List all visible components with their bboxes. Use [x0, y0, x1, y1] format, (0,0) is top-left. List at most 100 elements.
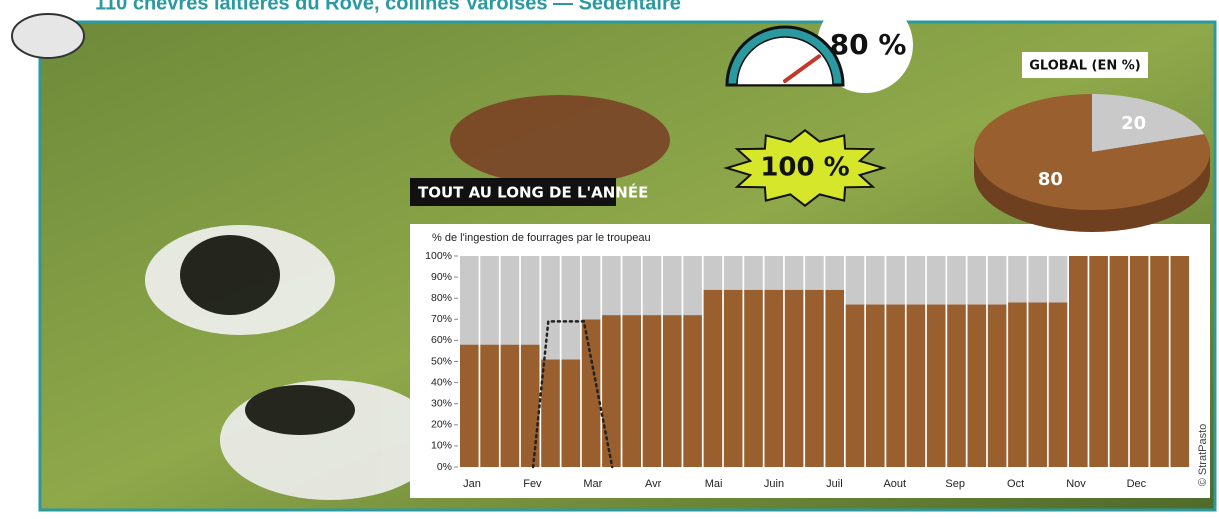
bar-segment — [1049, 302, 1068, 467]
bar-segment — [927, 305, 946, 467]
bar-segment — [663, 315, 682, 467]
bar-segment — [1069, 256, 1088, 467]
splash-label: 100 % — [760, 153, 849, 183]
x-tick-label: Juin — [764, 478, 784, 490]
bar-segment — [582, 256, 601, 319]
bar-segment — [866, 256, 885, 305]
y-tick-label: 100% — [425, 250, 452, 262]
bar-segment — [602, 315, 621, 467]
x-tick-label: Nov — [1066, 478, 1086, 490]
y-tick-label: 60% — [431, 334, 452, 346]
bar-segment — [622, 256, 641, 315]
pie-label: 20 — [1121, 113, 1146, 134]
bar-segment — [683, 315, 702, 467]
y-tick-label: 70% — [431, 313, 452, 325]
x-tick-label: Avr — [645, 478, 662, 490]
bar-subtitle: % de l'ingestion de fourrages par le tro… — [432, 232, 651, 244]
bar-segment — [521, 256, 540, 345]
bar-segment — [907, 305, 926, 467]
bar-segment — [724, 256, 743, 290]
x-tick-label: Juil — [826, 478, 843, 490]
bar-segment — [988, 256, 1007, 305]
header-title: 110 chèvres laitières du Rove, collines … — [95, 0, 681, 14]
bar-segment — [501, 345, 520, 467]
bar-segment — [643, 315, 662, 467]
gauge-label: 80 % — [830, 28, 907, 61]
bar-segment — [805, 256, 824, 290]
screenshot: 110 chèvres laitières du Rove, collines … — [0, 0, 1219, 514]
pie-label: 80 — [1038, 169, 1063, 190]
bar-segment — [541, 359, 560, 467]
bar-segment — [460, 256, 479, 345]
bar-segment — [1028, 302, 1047, 467]
bar-segment — [1110, 256, 1129, 467]
bar-segment — [1150, 256, 1169, 467]
y-tick-label: 50% — [431, 355, 452, 367]
x-tick-label: Mar — [583, 478, 602, 490]
bar-segment — [602, 256, 621, 315]
x-tick-label: Fev — [523, 478, 542, 490]
bar-segment — [1049, 256, 1068, 302]
bar-segment — [947, 305, 966, 467]
bar-segment — [947, 256, 966, 305]
bar-segment — [886, 256, 905, 305]
x-tick-label: Dec — [1127, 478, 1147, 490]
credit: © StratPasto — [1197, 424, 1209, 487]
y-tick-label: 10% — [431, 440, 452, 452]
bar-segment — [643, 256, 662, 315]
page: {"header": {"title": "110 chèvres laitiè… — [0, 0, 1219, 519]
bar-segment — [683, 256, 702, 315]
bar-segment — [663, 256, 682, 315]
bar-segment — [704, 290, 723, 467]
bar-segment — [785, 290, 804, 467]
bar-segment — [846, 256, 865, 305]
bar-segment — [988, 305, 1007, 467]
bar-segment — [927, 256, 946, 305]
bar-segment — [562, 256, 581, 359]
bar-segment — [825, 290, 844, 467]
bar-segment — [846, 305, 865, 467]
bar-title: TOUT AU LONG DE L'ANNÉE — [418, 183, 648, 202]
bar-segment — [1089, 256, 1108, 467]
x-tick-label: Mai — [705, 478, 723, 490]
bar-segment — [1028, 256, 1047, 302]
bar-segment — [704, 256, 723, 290]
x-tick-label: Oct — [1007, 478, 1024, 490]
x-tick-label: Jan — [463, 478, 481, 490]
bar-segment — [968, 305, 987, 467]
bar-segment — [907, 256, 926, 305]
bar-segment — [785, 256, 804, 290]
bar-segment — [825, 256, 844, 290]
bar-segment — [480, 345, 499, 467]
y-tick-label: 80% — [431, 292, 452, 304]
bar-segment — [866, 305, 885, 467]
bar-segment — [724, 290, 743, 467]
bar-segment — [521, 345, 540, 467]
y-tick-label: 90% — [431, 271, 452, 283]
bar-segment — [886, 305, 905, 467]
pie-title: GLOBAL (EN %) — [1029, 59, 1141, 74]
bar-segment — [765, 290, 784, 467]
cheese-icon — [12, 14, 84, 58]
bar-segment — [562, 359, 581, 467]
y-tick-label: 20% — [431, 419, 452, 431]
bar-segment — [765, 256, 784, 290]
bar-segment — [460, 345, 479, 467]
bar-segment — [968, 256, 987, 305]
bar-segment — [744, 256, 763, 290]
bar-segment — [1171, 256, 1190, 467]
bar-segment — [805, 290, 824, 467]
bar-segment — [1130, 256, 1149, 467]
y-tick-label: 0% — [437, 461, 452, 473]
bar-segment — [622, 315, 641, 467]
y-tick-label: 40% — [431, 376, 452, 388]
x-tick-label: Sep — [945, 478, 965, 490]
bar-segment — [1008, 256, 1027, 302]
y-tick-label: 30% — [431, 397, 452, 409]
bar-segment — [501, 256, 520, 345]
bar-segment — [541, 256, 560, 359]
bar-segment — [744, 290, 763, 467]
bar-segment — [1008, 302, 1027, 467]
bar-segment — [480, 256, 499, 345]
x-tick-label: Aout — [883, 478, 906, 490]
